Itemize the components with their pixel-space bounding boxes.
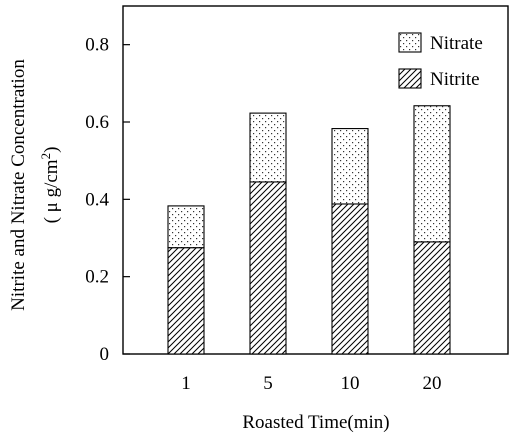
y-axis-unit: ( μ g/cm — [41, 159, 62, 223]
x-tick-label: 5 — [263, 373, 273, 394]
y-axis-unit-superscript: 2 — [38, 153, 53, 160]
x-axis: 1 5 10 20 — [181, 348, 442, 394]
y-tick-label: 0.6 — [85, 112, 109, 133]
plot-frame — [122, 5, 509, 355]
y-axis-title-line1: Nitrite and Nitrate Concentration — [8, 59, 29, 311]
bar-nitrite-1 — [167, 247, 205, 355]
bar-nitrate-20 — [413, 105, 451, 243]
bar-nitrate-10 — [331, 128, 369, 205]
bar-nitrite-10 — [331, 203, 369, 355]
legend-label-nitrite: Nitrite — [430, 69, 480, 90]
x-axis-title: Roasted Time(min) — [242, 412, 389, 433]
y-tick-label: 0.2 — [85, 267, 109, 288]
x-tick-label: 20 — [423, 373, 442, 394]
bars — [167, 105, 451, 355]
bar-nitrate-5 — [249, 112, 287, 183]
bar-nitrite-5 — [249, 181, 287, 355]
legend-swatch-nitrite — [398, 68, 422, 89]
bar-nitrite-20 — [413, 241, 451, 355]
y-axis-unit-close: ) — [41, 147, 62, 153]
legend-swatch-nitrate — [398, 32, 422, 53]
legend: Nitrate Nitrite — [398, 32, 483, 90]
legend-label-nitrate: Nitrate — [430, 33, 483, 54]
y-tick-label: 0 — [100, 344, 110, 365]
x-tick-label: 10 — [341, 373, 360, 394]
y-axis-title-line2: ( μ g/cm2) — [38, 147, 62, 224]
y-tick-label: 0.4 — [85, 189, 109, 210]
bar-nitrate-1 — [167, 205, 205, 249]
x-tick-label: 1 — [181, 373, 191, 394]
y-tick-label: 0.8 — [85, 35, 109, 56]
y-axis: 0 0.2 0.4 0.6 0.8 — [85, 35, 130, 365]
